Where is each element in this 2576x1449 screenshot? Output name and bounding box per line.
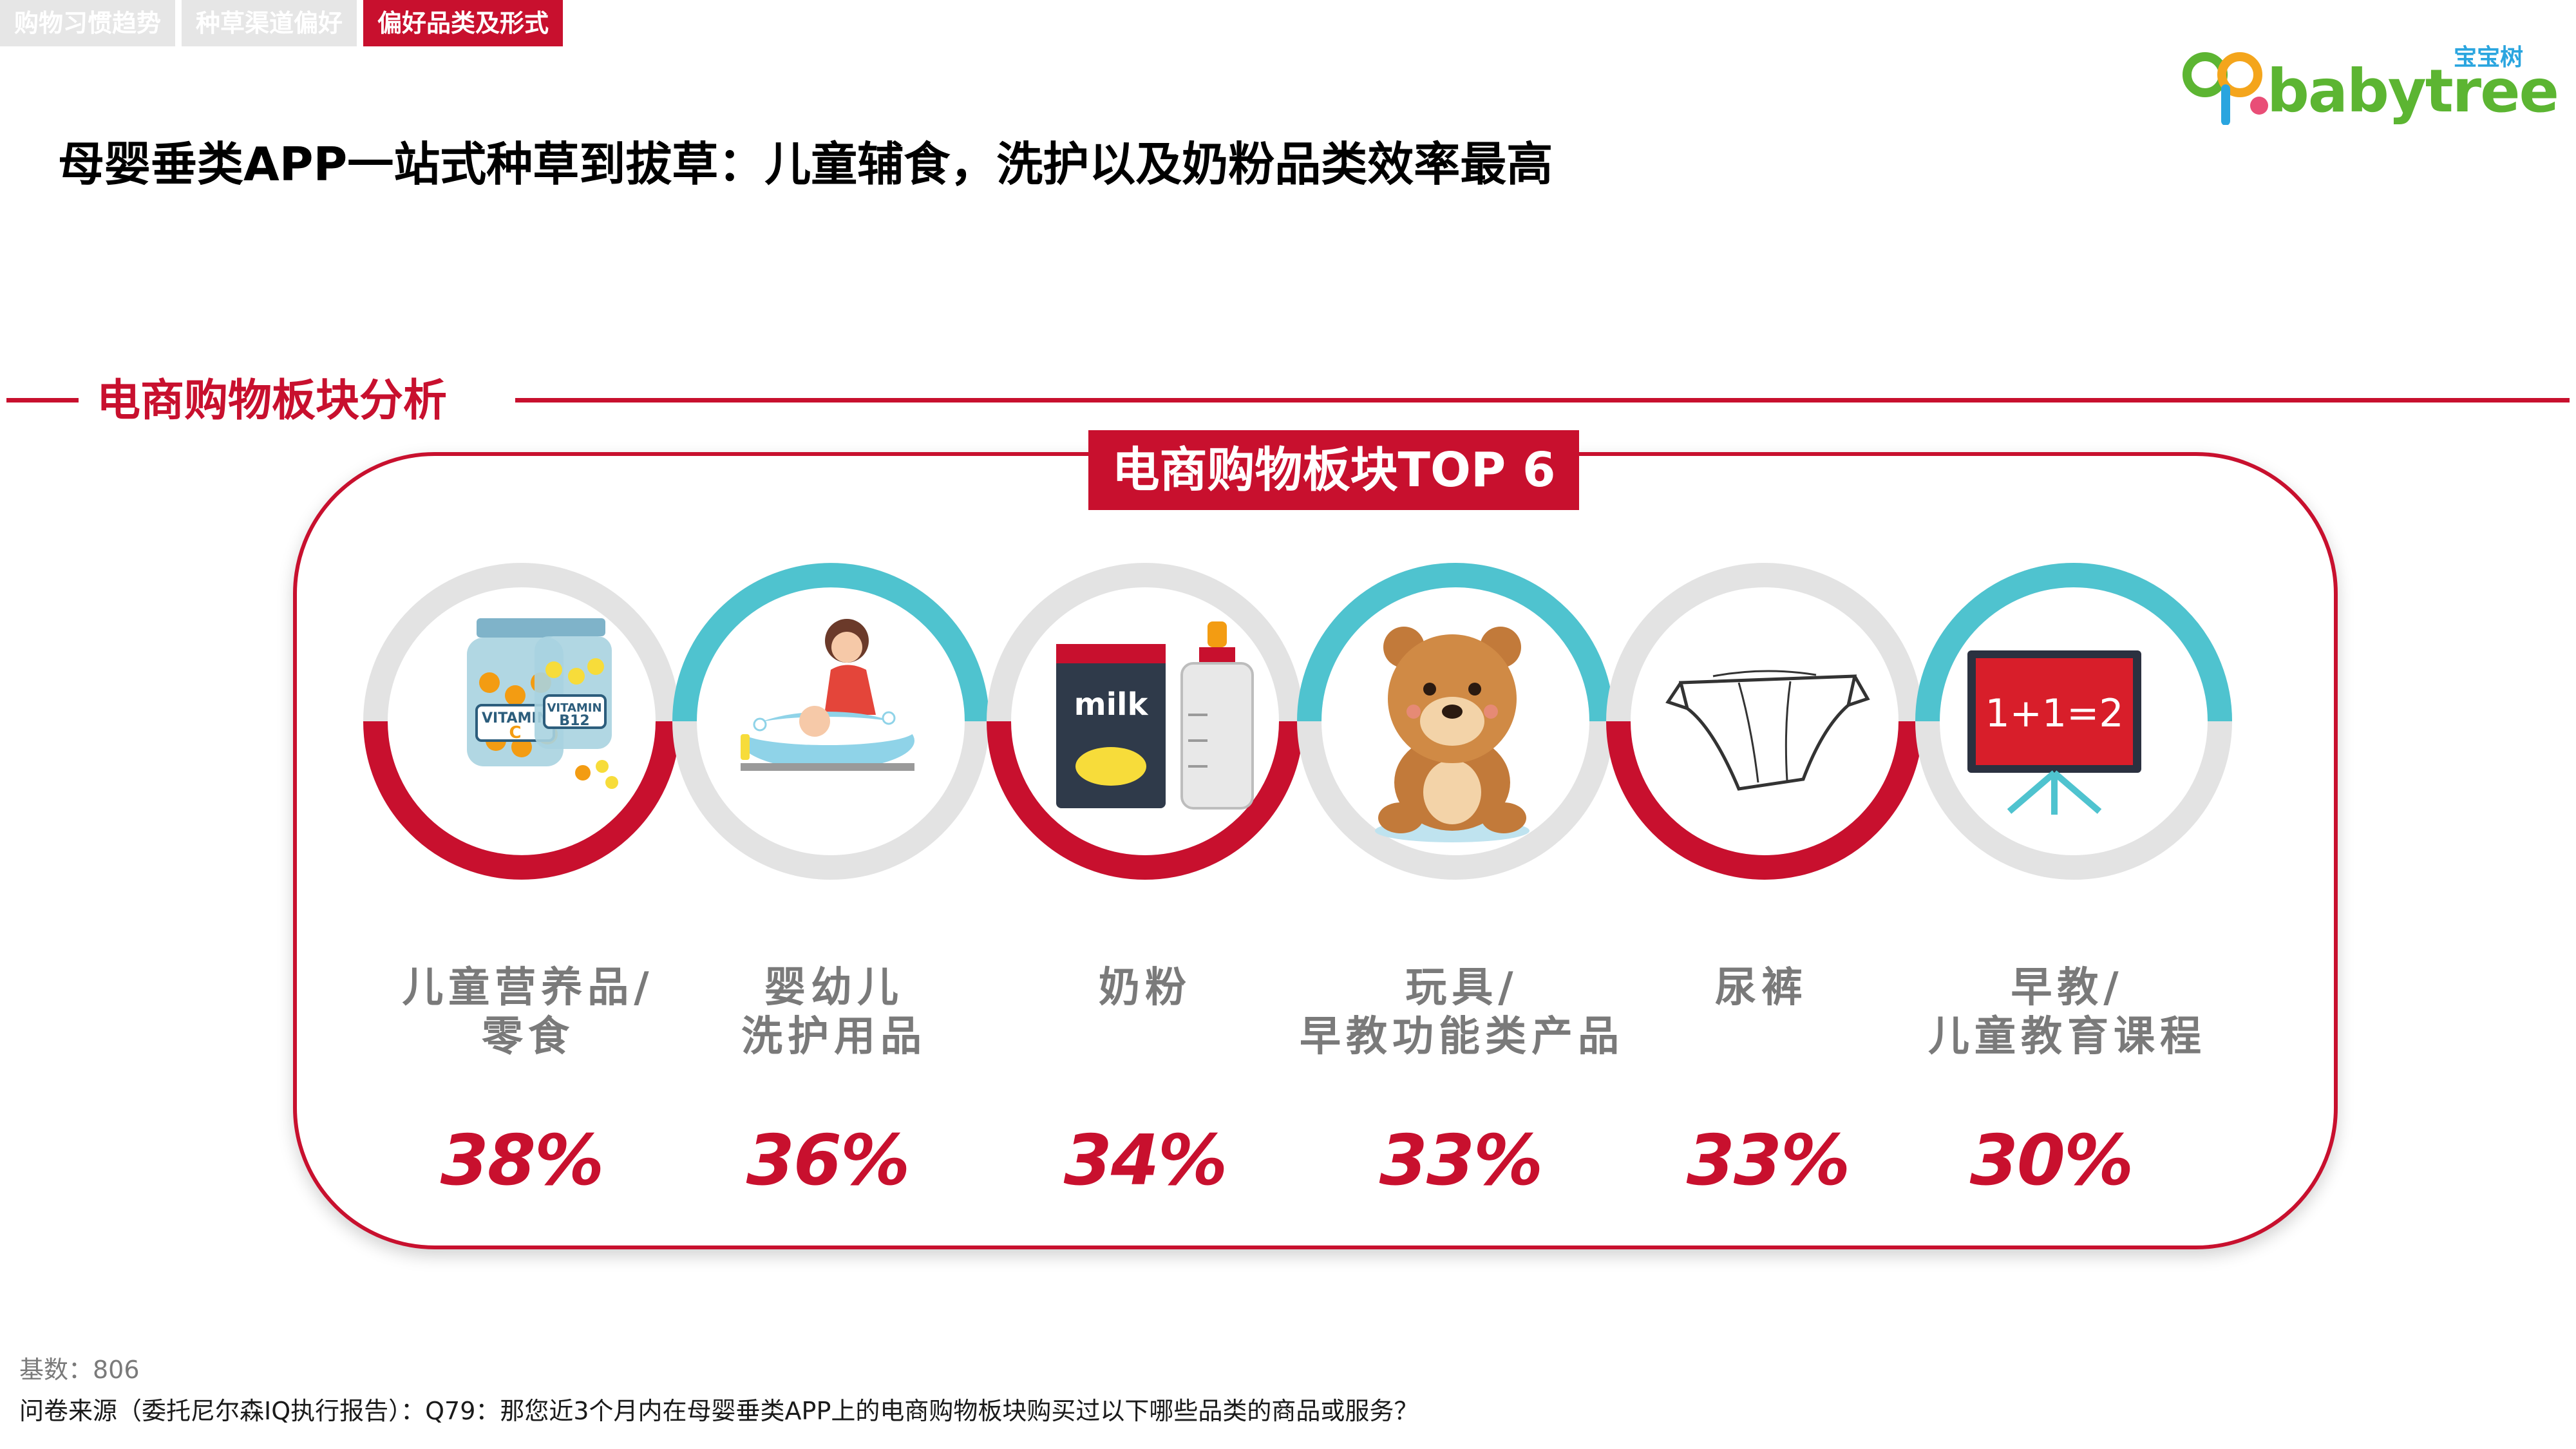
category-label-line1: 玩具/ <box>1405 964 1519 1012</box>
svg-text:VITAMIN: VITAMIN <box>547 701 601 715</box>
diaper-icon <box>1665 670 1870 791</box>
sample-base: 基数：806 <box>19 1356 140 1384</box>
category-label-line1: 尿裤 <box>1715 964 1808 1012</box>
ring-2 <box>672 563 989 880</box>
vitamin-bottles-icon: VITAMIN C VITAMIN B12 <box>467 618 618 789</box>
survey-source: 问卷来源（委托尼尔森IQ执行报告）：Q79：那您近3个月内在母婴垂类APP上的电… <box>19 1397 1419 1425</box>
svg-text:1+1=2: 1+1=2 <box>1985 691 2123 736</box>
category-label-4: 玩具/ 早教功能类产品 <box>1282 963 1642 1061</box>
svg-text:milk: milk <box>1074 687 1149 723</box>
tab-channel-preference[interactable]: 种草渠道偏好 <box>182 0 357 46</box>
category-label-1: 儿童营养品/ 零食 <box>361 963 696 1061</box>
category-pct-3: 34% <box>1063 1121 1228 1201</box>
ring-3 <box>987 563 1303 880</box>
logo-wordmark: babytree <box>2267 57 2559 126</box>
ring-5 <box>1606 563 1923 880</box>
page-title: 母婴垂类APP一站式种草到拔草：儿童辅食，洗护以及奶粉品类效率最高 <box>58 137 1553 191</box>
category-label-line2: 儿童教育课程 <box>1928 1013 2206 1061</box>
baby-bath-icon <box>741 619 914 771</box>
ring-4 <box>1297 563 1614 880</box>
category-label-line1: 儿童营养品/ <box>402 964 654 1012</box>
category-label-line2: 早教功能类产品 <box>1300 1013 1624 1061</box>
category-pct-5: 33% <box>1686 1121 1851 1201</box>
blackboard-icon: 1+1=2 <box>1967 650 2141 815</box>
category-label-line1: 婴幼儿 <box>764 964 904 1012</box>
category-label-3: 奶粉 <box>978 963 1312 1012</box>
section-line-left <box>6 398 79 402</box>
svg-text:B12: B12 <box>559 713 589 729</box>
svg-text:C: C <box>509 723 521 743</box>
top-tabs: 购物习惯趋势 种草渠道偏好 偏好品类及形式 <box>0 0 569 46</box>
ring-6 <box>1915 563 2232 880</box>
category-label-2: 婴幼儿 洗护用品 <box>667 963 1001 1061</box>
category-label-line2: 洗护用品 <box>741 1013 927 1061</box>
ring-1 <box>363 563 680 880</box>
section-title: 电商购物板块分析 <box>97 375 448 426</box>
babytree-logo: babytree 宝宝树 <box>2177 43 2559 126</box>
section-line-right <box>515 398 2570 402</box>
babytree-mark-icon <box>2183 52 2268 125</box>
category-pct-1: 38% <box>440 1121 605 1201</box>
category-pct-2: 36% <box>746 1121 911 1201</box>
category-pct-4: 33% <box>1379 1121 1544 1201</box>
milk-powder-icon: milk <box>1056 621 1254 810</box>
tab-shopping-habits[interactable]: 购物习惯趋势 <box>0 0 176 46</box>
category-label-6: 早教/ 儿童教育课程 <box>1900 963 2235 1061</box>
panel-title: 电商购物板块TOP 6 <box>1088 430 1579 510</box>
category-label-5: 尿裤 <box>1594 963 1929 1012</box>
category-pct-6: 30% <box>1969 1121 2134 1201</box>
teddy-bear-icon <box>1375 627 1530 842</box>
category-label-line1: 奶粉 <box>1099 964 1191 1012</box>
category-label-line2: 零食 <box>482 1013 574 1061</box>
category-label-line1: 早教/ <box>2011 964 2124 1012</box>
tab-category-preference[interactable]: 偏好品类及形式 <box>363 0 564 46</box>
logo-chinese: 宝宝树 <box>2454 44 2524 71</box>
